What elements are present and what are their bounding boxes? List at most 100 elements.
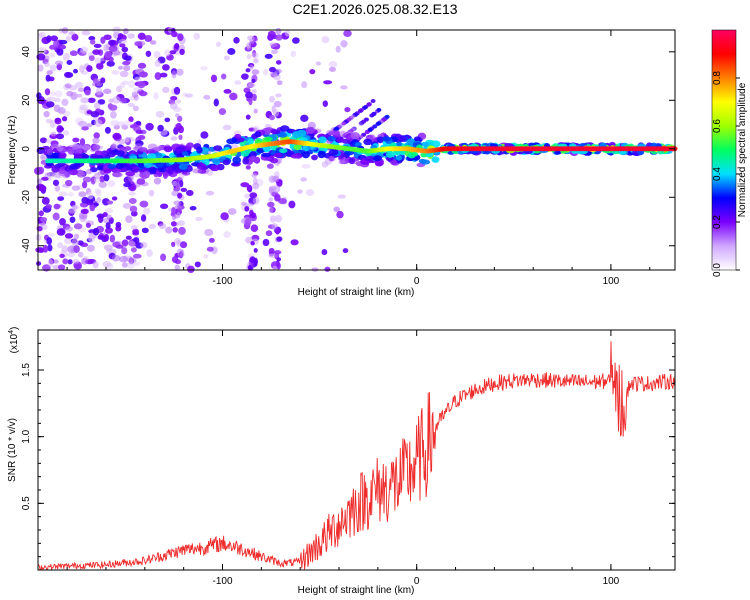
spectrogram-cell	[175, 113, 180, 118]
spectrogram-cell	[269, 42, 278, 48]
spectrogram-cell	[263, 136, 273, 142]
spectrogram-ticks	[38, 30, 675, 270]
spectrogram-cell	[103, 168, 112, 174]
spectrogram-cell	[55, 133, 65, 140]
spectrogram-cell	[374, 161, 384, 167]
spectrogram-cell	[213, 145, 223, 152]
spectrogram-cell	[56, 144, 64, 152]
spectrogram-cell	[123, 136, 130, 143]
spectrogram-cell	[267, 201, 275, 208]
spectrogram-cell	[86, 200, 94, 206]
spectrogram-cell	[213, 98, 219, 107]
spectrogram-cell	[253, 108, 258, 114]
spectrogram-cell	[208, 237, 215, 243]
spectrogram-cell	[67, 252, 75, 258]
spectrogram-cell	[106, 214, 112, 220]
spectrogram-cell	[69, 216, 76, 223]
spectrogram-cell	[264, 53, 273, 59]
spectrogram-cell	[44, 61, 51, 68]
spectrogram-cell	[164, 117, 171, 123]
spectrogram-cell	[179, 241, 188, 249]
spectrogram-cell	[252, 157, 260, 163]
spectrogram-cell	[142, 207, 151, 215]
colorbar-tick-label: 0.2	[712, 215, 723, 229]
spectrogram-cell	[200, 66, 208, 71]
spectrogram-cell	[193, 32, 200, 40]
spectrogram-cell	[88, 235, 94, 243]
spectrogram-cell	[73, 245, 80, 253]
spectrogram-cell	[153, 50, 161, 59]
spectrogram-cell	[38, 46, 44, 52]
spectrogram-cell	[117, 32, 124, 39]
spectrogram-cell	[117, 65, 124, 70]
spectrogram-cell	[306, 189, 314, 196]
spectrogram-cell	[234, 80, 242, 85]
spectrogram-cell	[333, 206, 340, 213]
spectrogram-ytick-label: 0	[21, 146, 32, 152]
spectrogram-cell	[95, 190, 102, 197]
spectrogram-cell	[135, 129, 144, 135]
spectrogram-cell	[89, 39, 96, 45]
spectrogram-cell	[269, 215, 276, 223]
spectrogram-cell	[274, 194, 281, 202]
spectrogram-cell	[290, 239, 299, 246]
spectrogram-cell	[171, 180, 178, 187]
spectrogram-cell	[130, 225, 138, 230]
spectrogram-cell	[176, 212, 181, 217]
spectrogram-cell	[305, 126, 316, 134]
spectrogram-cell	[84, 89, 91, 96]
spectrogram-cell	[148, 166, 158, 174]
spectrogram-cell	[327, 135, 336, 142]
spectrogram-cell	[196, 146, 203, 154]
spectrogram-cell	[240, 150, 250, 157]
spectrogram-cell	[184, 93, 193, 98]
spectrogram-cell	[253, 248, 258, 253]
spectrogram-cell	[53, 40, 60, 48]
spectrogram-cell	[105, 222, 111, 230]
spectrogram-cell	[249, 64, 254, 70]
spectrogram-cell	[76, 170, 86, 178]
spectrogram-cell	[54, 185, 61, 192]
spectrogram-cell	[66, 60, 73, 65]
snr-multiplier-close: )	[9, 327, 20, 330]
spectrogram-cell	[268, 253, 276, 258]
spectrogram-cell	[250, 240, 255, 246]
spectrogram-cell	[392, 150, 400, 156]
spectrogram-cell	[233, 130, 242, 136]
spectrogram-cell	[348, 157, 356, 165]
spectrogram-cell	[227, 208, 237, 215]
spectrogram-cell	[128, 197, 137, 205]
spectrogram-cell	[177, 145, 186, 153]
spectrogram-cell	[336, 210, 344, 219]
spectrogram-cell	[81, 180, 88, 189]
spectrogram-cell	[119, 255, 129, 263]
spectrogram-cell	[177, 220, 186, 226]
spectrogram-cell	[247, 265, 253, 271]
colorbar: 0.0 0.2 0.4 0.6 0.8 Normalized spectral …	[711, 29, 748, 277]
spectrogram-ytick-label: -20	[21, 190, 32, 205]
spectrogram-cell	[275, 60, 282, 65]
spectrogram-cell	[245, 68, 251, 73]
spectrogram-cell	[137, 135, 146, 140]
spectrogram-cell	[94, 57, 102, 64]
spectrogram-cell	[106, 151, 116, 158]
spectrogram-cell	[340, 85, 348, 90]
spectrogram-cell	[268, 247, 275, 255]
spectrogram-cell	[189, 205, 197, 211]
snr-frame	[37, 329, 676, 571]
spectrogram-cell	[245, 165, 251, 170]
spectrogram-cell	[72, 137, 80, 143]
spectrogram-cell	[153, 177, 162, 185]
spectrogram-cell	[78, 120, 88, 127]
spectrogram-cell	[210, 74, 218, 83]
spectrogram-cell	[127, 262, 135, 269]
spectrogram-cell	[107, 163, 117, 169]
spectrogram-cell	[132, 166, 140, 172]
spectrogram-xtick-label: 0	[414, 276, 420, 287]
spectrogram-cell	[92, 49, 101, 55]
spectrogram-cell	[135, 120, 142, 125]
spectrogram-cell	[203, 254, 209, 259]
spectrogram-ytick-label: 40	[21, 46, 32, 58]
spectrogram-cell	[301, 81, 308, 89]
spectrogram-cell	[266, 163, 274, 169]
